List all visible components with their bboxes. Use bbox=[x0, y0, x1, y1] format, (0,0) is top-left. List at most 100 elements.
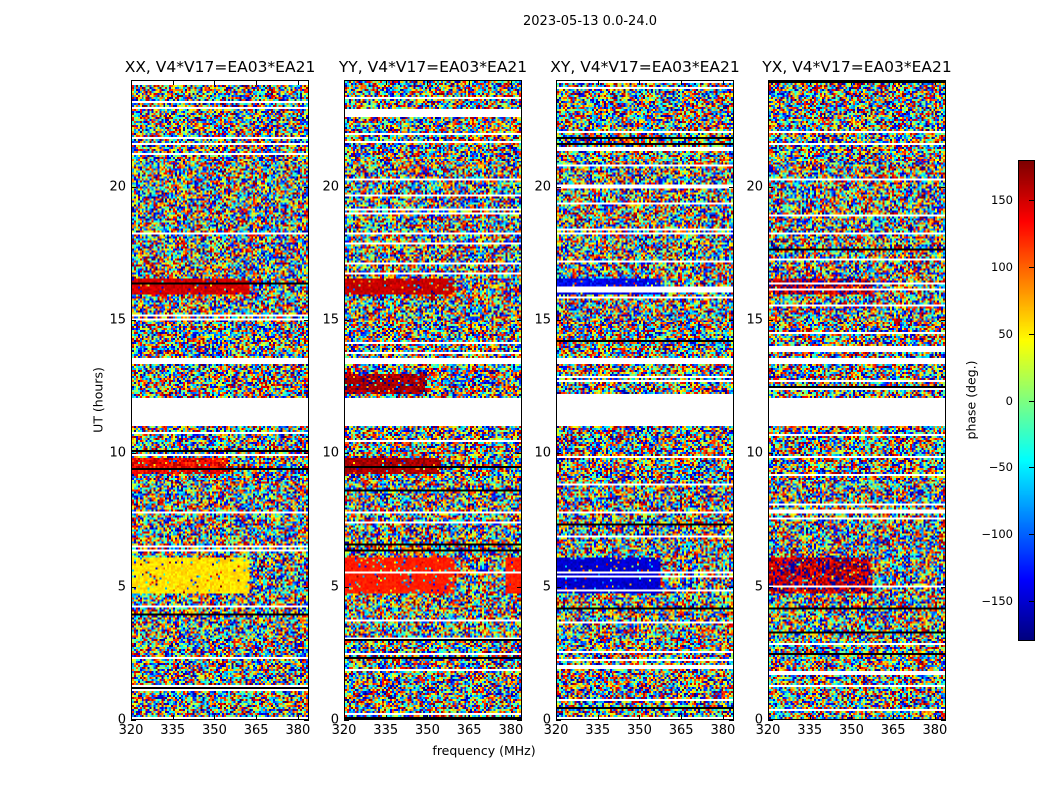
y-tick-mark bbox=[729, 720, 734, 721]
y-tick-label: 0 bbox=[542, 712, 551, 728]
x-tick-mark bbox=[639, 80, 641, 85]
waterfall-panel-1 bbox=[131, 80, 309, 720]
x-tick-mark bbox=[722, 715, 724, 720]
x-tick-label: 335 bbox=[373, 723, 399, 738]
y-tick-mark bbox=[304, 186, 309, 188]
colorbar-tick-mark bbox=[1029, 333, 1034, 335]
x-tick-mark bbox=[172, 715, 174, 720]
x-tick-mark bbox=[344, 715, 345, 720]
y-tick-mark bbox=[517, 720, 522, 721]
x-tick-mark bbox=[469, 80, 471, 85]
x-tick-mark bbox=[768, 715, 769, 720]
colorbar-label: phase (deg.) bbox=[963, 360, 979, 440]
y-tick-label: 5 bbox=[330, 579, 339, 595]
y-tick-mark bbox=[517, 186, 522, 188]
waterfall-panel-2 bbox=[344, 80, 522, 720]
x-tick-label: 365 bbox=[456, 723, 482, 738]
x-tick-mark bbox=[934, 715, 936, 720]
y-tick-mark bbox=[517, 586, 522, 588]
x-tick-mark bbox=[851, 80, 853, 85]
x-tick-mark bbox=[131, 715, 132, 720]
x-tick-label: 380 bbox=[922, 723, 948, 738]
phase-heatmap bbox=[557, 81, 733, 719]
x-tick-mark bbox=[681, 80, 683, 85]
x-tick-mark bbox=[469, 715, 471, 720]
y-tick-label: 10 bbox=[109, 445, 126, 461]
figure-title: 2023-05-13 0.0-24.0 bbox=[523, 14, 657, 29]
x-tick-label: 380 bbox=[285, 723, 311, 738]
panel-title: XX, V4*V17=EA03*EA21 bbox=[124, 58, 316, 76]
panel-title: YX, V4*V17=EA03*EA21 bbox=[762, 58, 952, 76]
y-tick-mark bbox=[941, 453, 946, 455]
y-tick-mark bbox=[941, 586, 946, 588]
y-tick-mark bbox=[131, 720, 136, 721]
phase-heatmap bbox=[769, 81, 945, 719]
colorbar-tick-label: −150 bbox=[981, 593, 1013, 608]
y-tick-mark bbox=[131, 320, 136, 321]
x-tick-mark bbox=[385, 715, 387, 720]
y-tick-label: 10 bbox=[746, 445, 763, 461]
y-tick-label: 15 bbox=[534, 312, 551, 328]
x-tick-mark bbox=[893, 80, 895, 85]
y-tick-mark bbox=[768, 186, 773, 188]
y-tick-mark bbox=[941, 720, 946, 721]
y-tick-mark bbox=[131, 186, 136, 188]
y-tick-mark bbox=[941, 186, 946, 188]
x-tick-mark bbox=[256, 715, 258, 720]
colorbar-tick-label: −100 bbox=[981, 527, 1013, 542]
y-tick-label: 15 bbox=[746, 312, 763, 328]
y-tick-mark bbox=[344, 320, 349, 321]
x-tick-mark bbox=[639, 715, 641, 720]
x-tick-label: 335 bbox=[160, 723, 186, 738]
x-tick-mark bbox=[297, 80, 299, 85]
y-tick-mark bbox=[556, 186, 561, 188]
x-tick-mark bbox=[214, 715, 216, 720]
x-tick-mark bbox=[427, 715, 429, 720]
waterfall-panel-3 bbox=[556, 80, 734, 720]
x-tick-mark bbox=[297, 715, 299, 720]
x-tick-label: 320 bbox=[755, 723, 781, 738]
x-tick-mark bbox=[851, 715, 853, 720]
panel-title: XY, V4*V17=EA03*EA21 bbox=[550, 58, 740, 76]
y-tick-mark bbox=[729, 586, 734, 588]
phase-heatmap bbox=[345, 81, 521, 719]
y-axis-label: UT (hours) bbox=[90, 367, 106, 433]
y-tick-label: 5 bbox=[542, 579, 551, 595]
x-tick-label: 335 bbox=[797, 723, 823, 738]
x-tick-mark bbox=[809, 715, 811, 720]
x-tick-label: 350 bbox=[627, 723, 652, 738]
y-tick-label: 20 bbox=[109, 179, 126, 195]
y-tick-mark bbox=[556, 453, 561, 455]
x-tick-label: 335 bbox=[585, 723, 611, 738]
y-tick-label: 15 bbox=[322, 312, 339, 328]
colorbar-tick-mark bbox=[1029, 534, 1034, 536]
panel-title: YY, V4*V17=EA03*EA21 bbox=[338, 58, 528, 76]
y-tick-label: 0 bbox=[117, 712, 126, 728]
x-tick-mark bbox=[172, 80, 174, 85]
y-tick-label: 20 bbox=[534, 179, 551, 195]
y-tick-mark bbox=[517, 320, 522, 321]
colorbar-tick-mark bbox=[1029, 400, 1034, 402]
y-tick-mark bbox=[131, 453, 136, 455]
x-tick-mark bbox=[809, 80, 811, 85]
x-tick-label: 320 bbox=[543, 723, 569, 738]
x-tick-mark bbox=[597, 80, 599, 85]
x-tick-mark bbox=[510, 80, 512, 85]
colorbar-gradient bbox=[1019, 161, 1034, 640]
x-tick-mark bbox=[427, 80, 429, 85]
y-tick-label: 5 bbox=[754, 579, 763, 595]
x-tick-label: 320 bbox=[331, 723, 357, 738]
y-tick-mark bbox=[556, 720, 561, 721]
y-tick-mark bbox=[768, 453, 773, 455]
colorbar-tick-label: −50 bbox=[988, 460, 1013, 475]
y-tick-mark bbox=[131, 586, 136, 588]
x-tick-mark bbox=[934, 80, 936, 85]
y-tick-mark bbox=[768, 720, 773, 721]
colorbar-tick-label: 50 bbox=[998, 326, 1013, 341]
y-tick-mark bbox=[344, 186, 349, 188]
y-tick-label: 10 bbox=[534, 445, 551, 461]
x-tick-label: 380 bbox=[498, 723, 524, 738]
y-tick-mark bbox=[517, 453, 522, 455]
y-tick-mark bbox=[304, 720, 309, 721]
